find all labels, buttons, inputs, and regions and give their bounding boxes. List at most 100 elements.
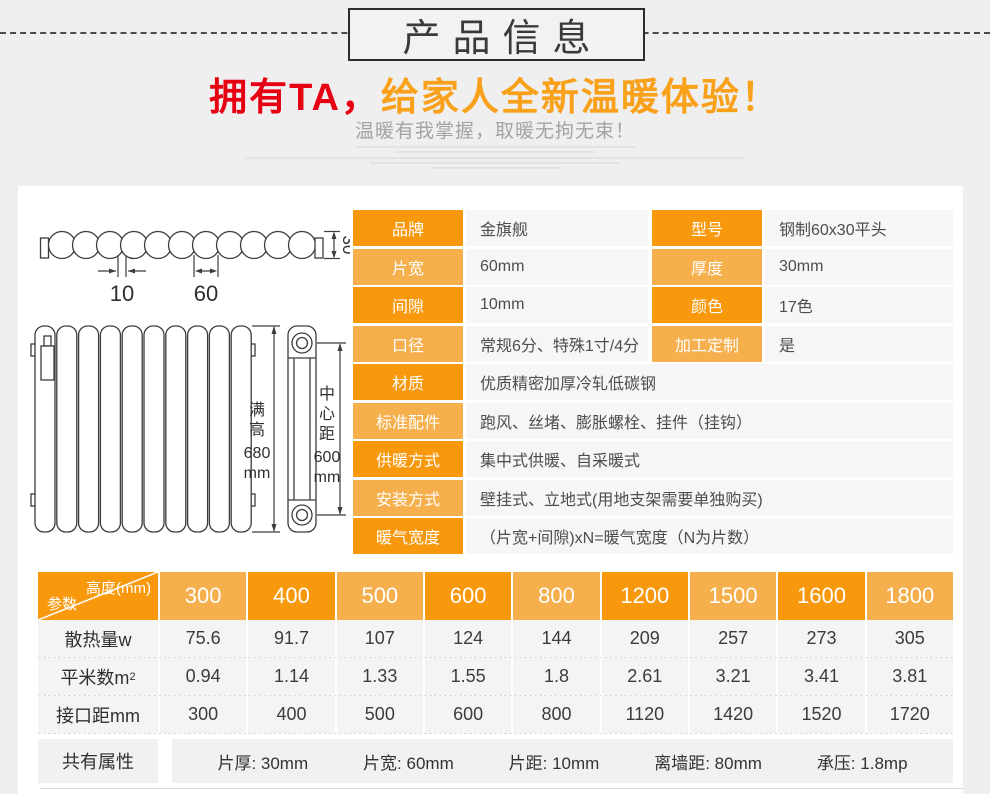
row-label: 散热量w xyxy=(38,620,158,657)
cell: 0.94 xyxy=(160,658,247,695)
column-header: 1800 xyxy=(866,572,953,620)
cell: 3.81 xyxy=(866,658,953,695)
cell: 75.6 xyxy=(160,620,247,657)
spec-value: 60mm xyxy=(466,248,648,285)
cell: 1.33 xyxy=(336,658,423,695)
table-row: 接口距mm 300 400 500 600 800 1120 1420 1520… xyxy=(38,696,953,734)
dim-gap-label: 10 xyxy=(110,281,134,306)
side-center-char: 心 xyxy=(319,405,335,423)
cell: 1.14 xyxy=(248,658,335,695)
corner-top-label: 高度(mm) xyxy=(86,580,151,597)
spec-value: 壁挂式、立地式(用地支架需要单独购买) xyxy=(466,479,953,516)
spec-value: 常规6分、特殊1寸/4分 xyxy=(466,325,648,362)
section-title: 产品信息 xyxy=(402,18,603,60)
watermark-line xyxy=(395,151,595,153)
bottom-divider xyxy=(40,788,963,789)
section-title-box: 产品信息 xyxy=(348,8,645,61)
cell: 1720 xyxy=(866,696,953,733)
column-header: 1200 xyxy=(601,572,688,620)
cell: 3.21 xyxy=(689,658,777,695)
common-attr: 片距: 10mm xyxy=(508,753,600,773)
spec-value: 30mm xyxy=(765,248,953,285)
headline: 拥有TA，给家人全新温暖体验！ xyxy=(0,66,990,121)
column-header: 1600 xyxy=(778,572,865,620)
column-header: 500 xyxy=(336,572,423,620)
cell: 107 xyxy=(336,620,423,657)
common-attributes-label: 共有属性 xyxy=(38,739,158,783)
spec-row: 材质 优质精密加厚冷轧低碳钢 xyxy=(353,364,953,400)
column-header: 300 xyxy=(160,572,247,620)
front-height-char: 满 xyxy=(249,401,265,419)
spec-value: 钢制60x30平头 xyxy=(765,210,953,246)
common-attr: 片宽: 60mm xyxy=(363,753,454,773)
spec-value: 金旗舰 xyxy=(466,210,648,246)
radiator-front-side-diagram: 满 高 680 mm 中 心 距 600 mm xyxy=(30,325,346,533)
front-height-value: 680 xyxy=(244,445,271,462)
cell: 124 xyxy=(424,620,512,657)
subtitle: 温暖有我掌握，取暖无拘无束！ xyxy=(354,121,635,142)
watermark-line xyxy=(370,162,620,164)
column-header: 1500 xyxy=(689,572,777,620)
cell: 1420 xyxy=(689,696,777,733)
spec-value: 10mm xyxy=(466,287,648,323)
cell: 273 xyxy=(778,620,865,657)
spec-label: 标准配件 xyxy=(353,402,463,439)
cell: 800 xyxy=(513,696,600,733)
spec-value: 17色 xyxy=(765,287,953,323)
cell: 1120 xyxy=(601,696,688,733)
front-height-char: 高 xyxy=(249,421,265,439)
cell: 209 xyxy=(601,620,688,657)
spec-label: 材质 xyxy=(353,364,463,400)
row-label-text: 平米数m xyxy=(60,667,130,688)
column-header: 600 xyxy=(424,572,512,620)
spec-label: 加工定制 xyxy=(652,325,762,362)
spec-label: 片宽 xyxy=(353,248,463,285)
cross-section-diagram: 10 60 30 xyxy=(39,230,350,306)
spec-row: 口径 常规6分、特殊1寸/4分 加工定制 是 xyxy=(353,325,953,362)
spec-label: 型号 xyxy=(652,210,762,246)
cell: 144 xyxy=(513,620,600,657)
column-header: 400 xyxy=(248,572,335,620)
corner-bottom-label: 参数 xyxy=(47,596,78,613)
common-attr: 承压: 1.8mp xyxy=(816,753,908,773)
spec-label: 暖气宽度 xyxy=(353,518,463,554)
cell: 300 xyxy=(160,696,247,733)
spec-row: 标准配件 跑风、丝堵、膨胀螺栓、挂件（挂钩） xyxy=(353,402,953,439)
column-header: 800 xyxy=(513,572,600,620)
dim-pitch-label: 60 xyxy=(194,281,218,306)
watermark-line xyxy=(430,167,560,169)
common-attributes-values: 片厚: 30mm 片宽: 60mm 片距: 10mm 离墙距: 80mm 承压:… xyxy=(172,739,953,783)
parameter-table: 高度(mm) 参数 300 400 500 600 800 1200 1500 … xyxy=(38,572,953,783)
spec-label: 间隙 xyxy=(353,287,463,323)
table-row: 散热量w 75.6 91.7 107 124 144 209 257 273 3… xyxy=(38,620,953,658)
side-center-char: 距 xyxy=(319,425,335,443)
cell: 91.7 xyxy=(248,620,335,657)
spec-label: 颜色 xyxy=(652,287,762,323)
cell: 305 xyxy=(866,620,953,657)
spec-label: 供暖方式 xyxy=(353,441,463,477)
cell: 1.8 xyxy=(513,658,600,695)
row-label-sup: 2 xyxy=(129,670,136,683)
spec-label: 厚度 xyxy=(652,248,762,285)
spec-value: 集中式供暖、自采暖式 xyxy=(466,441,953,477)
spec-row: 品牌 金旗舰 型号 钢制60x30平头 xyxy=(353,210,953,246)
common-attributes-row: 共有属性 片厚: 30mm 片宽: 60mm 片距: 10mm 离墙距: 80m… xyxy=(38,739,953,783)
headline-orange: 给家人全新温暖体验！ xyxy=(380,77,781,119)
cell: 1.55 xyxy=(424,658,512,695)
cell: 257 xyxy=(689,620,777,657)
spec-row: 片宽 60mm 厚度 30mm xyxy=(353,248,953,285)
common-attr: 片厚: 30mm xyxy=(217,753,309,773)
corner-cell: 高度(mm) 参数 xyxy=(38,572,158,620)
spec-value: （片宽+间隙)xN=暖气宽度（N为片数） xyxy=(466,518,953,554)
spec-value: 跑风、丝堵、膨胀螺栓、挂件（挂钩） xyxy=(466,402,953,439)
spec-label: 口径 xyxy=(353,325,463,362)
watermark-line xyxy=(355,146,635,148)
dim-depth-label: 30 xyxy=(339,236,350,255)
spec-value: 是 xyxy=(765,325,953,362)
spec-row: 间隙 10mm 颜色 17色 xyxy=(353,287,953,323)
row-label: 接口距mm xyxy=(38,696,158,733)
spec-label: 品牌 xyxy=(353,210,463,246)
spec-table: 品牌 金旗舰 型号 钢制60x30平头 片宽 60mm 厚度 30mm 间隙 1… xyxy=(353,210,953,557)
front-height-unit: mm xyxy=(244,465,271,482)
